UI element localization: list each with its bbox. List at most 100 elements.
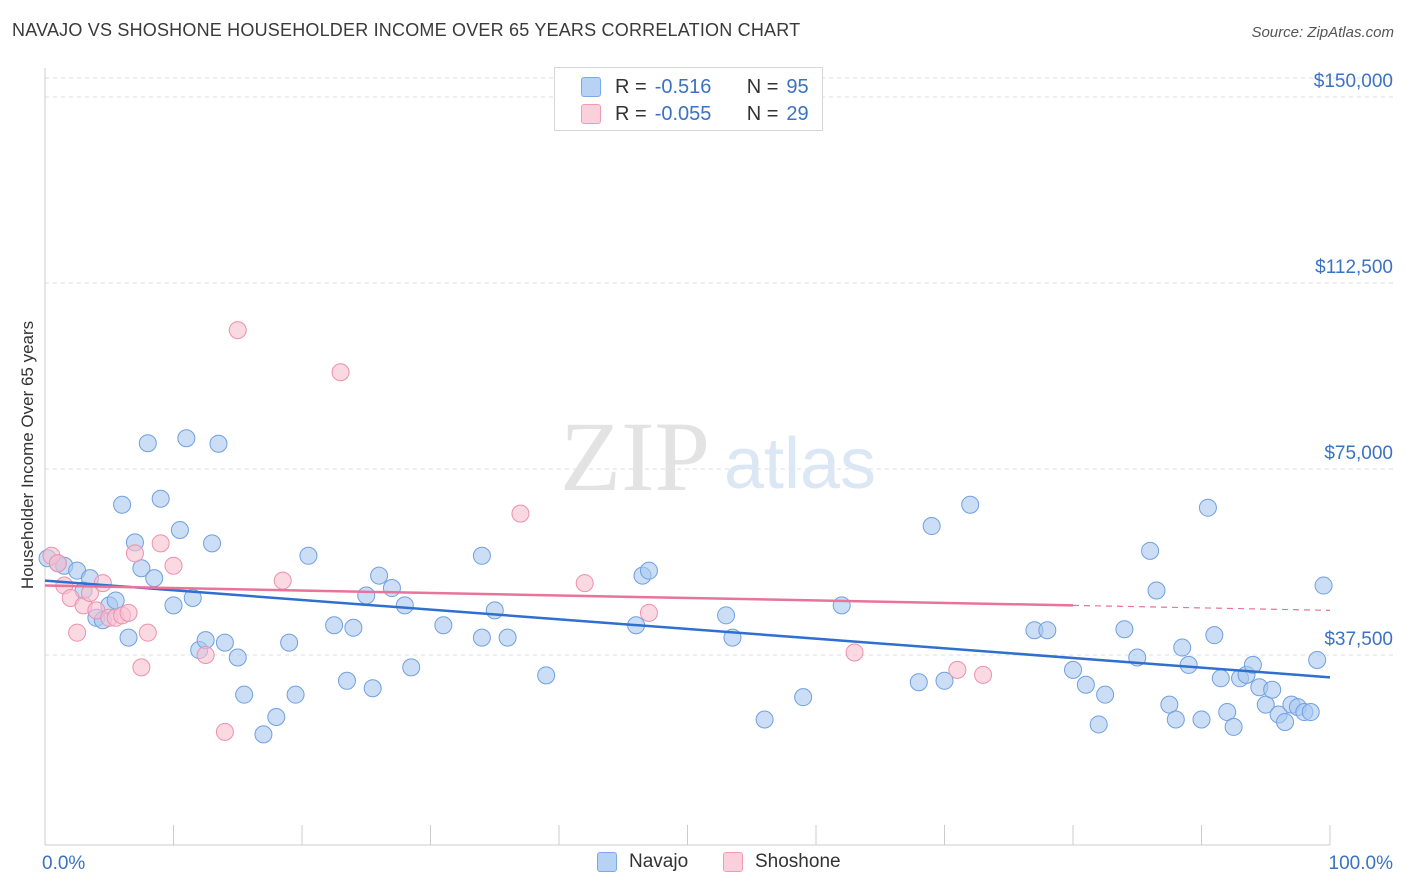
- navajo-point: [203, 534, 222, 553]
- navajo-point: [254, 725, 273, 744]
- navajo-point: [1263, 680, 1282, 699]
- shoshone-swatch: [581, 104, 601, 124]
- shoshone-point: [948, 660, 967, 679]
- navajo-point: [1218, 703, 1237, 722]
- navajo-point: [228, 648, 247, 667]
- axis-layer: $37,500 $75,000 $112,500 $150,000 0.0% 100.0%: [42, 68, 1393, 874]
- navajo-point: [1256, 695, 1275, 714]
- navajo-point: [1166, 710, 1185, 729]
- legend-label-shoshone: Shoshone: [755, 851, 841, 872]
- navajo-trendline: [44, 579, 1331, 679]
- navajo-point: [1205, 626, 1224, 645]
- navajo-point: [132, 559, 151, 578]
- legend-row-shoshone: R = -0.055 N = 29: [581, 101, 809, 127]
- shoshone-point: [845, 643, 864, 662]
- navajo-point: [382, 579, 401, 598]
- legend-n-label: N =: [746, 102, 779, 125]
- x-tick-label-max: 100.0%: [1329, 853, 1394, 874]
- navajo-point: [1179, 655, 1198, 674]
- navajo-point: [119, 628, 138, 647]
- shoshone-point: [974, 665, 993, 684]
- shoshone-point: [196, 646, 215, 664]
- navajo-point: [1096, 685, 1115, 704]
- navajo-point: [1115, 620, 1134, 639]
- navajo-point: [1089, 715, 1108, 734]
- trend-layer: [44, 579, 1331, 679]
- navajo-point: [215, 633, 234, 652]
- shoshone-point: [273, 571, 292, 590]
- navajo-point: [325, 616, 344, 635]
- shoshone-point: [575, 574, 594, 593]
- source-label: Source: ZipAtlas.com: [1251, 24, 1394, 41]
- navajo-point: [1314, 576, 1333, 595]
- navajo-point: [1301, 703, 1320, 722]
- chart-title: NAVAJO VS SHOSHONE HOUSEHOLDER INCOME OV…: [12, 20, 801, 40]
- navajo-point: [267, 708, 286, 726]
- navajo-point: [299, 546, 318, 565]
- navajo-point: [177, 429, 196, 448]
- shoshone-swatch: [723, 852, 743, 872]
- legend-n-value: 29: [786, 102, 809, 125]
- shoshone-point: [228, 321, 247, 340]
- navajo-point: [485, 601, 504, 620]
- navajo-point: [1038, 621, 1057, 640]
- legend-n-value: 95: [786, 75, 809, 98]
- legend-r-value: -0.055: [654, 102, 712, 125]
- legend-r-label: R =: [615, 102, 647, 125]
- navajo-point: [498, 628, 517, 647]
- navajo-point: [1198, 498, 1217, 517]
- legend-n-label: N =: [746, 75, 779, 98]
- shoshone-point: [331, 363, 350, 382]
- navajo-point: [1308, 650, 1327, 669]
- navajo-point: [794, 688, 813, 707]
- legend-row-navajo: R = -0.516 N = 95: [581, 74, 809, 100]
- y-tick-label: $112,500: [1315, 257, 1393, 278]
- navajo-point: [164, 596, 183, 615]
- shoshone-point: [119, 603, 138, 622]
- navajo-point: [1173, 638, 1192, 657]
- navajo-point: [286, 685, 305, 704]
- points-layer: [38, 321, 1333, 744]
- navajo-point: [170, 521, 189, 540]
- shoshone-point: [511, 504, 530, 523]
- navajo-point: [639, 561, 658, 580]
- navajo-swatch: [597, 852, 617, 872]
- legend-item-shoshone[interactable]: Shoshone: [723, 851, 841, 873]
- shoshone-point: [93, 574, 112, 593]
- navajo-point: [280, 633, 299, 652]
- shoshone-point: [48, 554, 67, 573]
- shoshone-point: [151, 534, 170, 553]
- navajo-point: [922, 517, 941, 536]
- legend-label-navajo: Navajo: [629, 851, 689, 872]
- navajo-point: [235, 685, 254, 704]
- x-tick-label-min: 0.0%: [42, 853, 85, 874]
- shoshone-point: [639, 603, 658, 622]
- navajo-point: [1211, 669, 1230, 688]
- navajo-point: [1192, 710, 1211, 729]
- y-axis-label: Householder Income Over 65 years: [18, 320, 37, 590]
- navajo-point: [472, 546, 491, 565]
- navajo-point: [344, 618, 363, 637]
- navajo-point: [717, 606, 736, 625]
- navajo-point: [935, 671, 954, 690]
- navajo-point: [395, 596, 414, 615]
- legend-item-navajo[interactable]: Navajo: [597, 851, 688, 873]
- navajo-point: [1064, 660, 1082, 679]
- legend-r-value: -0.516: [654, 75, 712, 98]
- navajo-point: [1076, 675, 1095, 694]
- watermark-atlas: atlas: [724, 424, 876, 504]
- watermark-zip: ZIP: [560, 401, 710, 512]
- navajo-point: [138, 434, 157, 453]
- correlation-legend: R = -0.516 N = 95 R = -0.055 N = 29: [554, 67, 823, 131]
- y-tick-label: $75,000: [1324, 443, 1393, 464]
- grid-layer: [45, 77, 1395, 656]
- shoshone-trendline-extension: [1072, 604, 1331, 611]
- shoshone-point: [215, 722, 234, 741]
- y-tick-label: $150,000: [1314, 71, 1393, 92]
- navajo-point: [909, 673, 928, 692]
- y-tick-label: $37,500: [1324, 629, 1393, 650]
- navajo-point: [113, 495, 132, 514]
- navajo-point: [370, 566, 389, 585]
- shoshone-point: [68, 623, 87, 642]
- navajo-point: [337, 671, 356, 690]
